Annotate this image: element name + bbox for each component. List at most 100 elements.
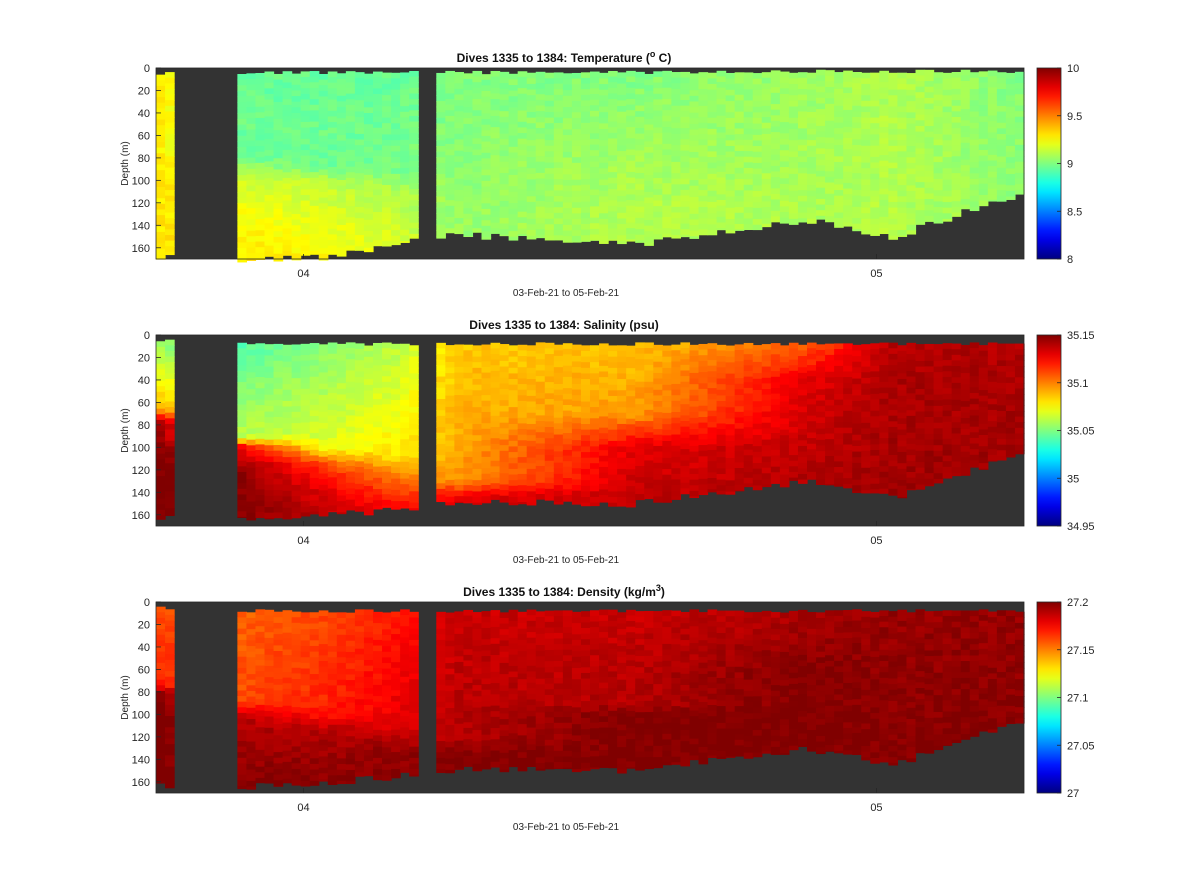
heatmap-cell bbox=[599, 129, 609, 136]
heatmap-cell bbox=[671, 490, 682, 497]
heatmap-cell bbox=[363, 396, 374, 403]
heatmap-cell bbox=[309, 343, 320, 350]
heatmap-cell bbox=[373, 410, 383, 417]
heatmap-cell bbox=[590, 105, 600, 112]
heatmap-cell bbox=[915, 148, 926, 155]
heatmap-cell bbox=[445, 412, 455, 419]
heatmap-cell bbox=[445, 485, 455, 492]
heatmap-cell bbox=[544, 387, 555, 394]
heatmap-cell bbox=[246, 241, 257, 249]
heatmap-cell bbox=[987, 98, 998, 105]
heatmap-cell bbox=[743, 438, 754, 445]
heatmap-cell bbox=[318, 394, 329, 402]
heatmap-cell bbox=[499, 77, 510, 84]
heatmap-cell bbox=[834, 393, 844, 401]
heatmap-cell bbox=[807, 117, 817, 124]
heatmap-cell bbox=[526, 179, 537, 186]
heatmap-cell bbox=[345, 99, 356, 106]
heatmap-cell bbox=[951, 88, 962, 96]
heatmap-cell bbox=[960, 154, 971, 161]
heatmap-cell bbox=[725, 418, 736, 425]
heatmap-cell bbox=[716, 160, 727, 167]
heatmap-cell bbox=[526, 418, 537, 425]
heatmap-cell bbox=[807, 173, 817, 181]
heatmap-cell bbox=[662, 480, 672, 487]
heatmap-cell bbox=[825, 461, 835, 468]
heatmap-cell bbox=[599, 218, 609, 226]
heatmap-cell bbox=[653, 389, 663, 396]
heatmap-cell bbox=[834, 349, 844, 356]
heatmap-cell bbox=[354, 212, 365, 219]
heatmap-cell bbox=[816, 176, 826, 183]
heatmap-cell bbox=[870, 218, 880, 225]
heatmap-cell bbox=[861, 162, 871, 169]
heatmap-cell bbox=[906, 477, 917, 484]
heatmap-cell bbox=[273, 90, 284, 98]
heatmap-cell bbox=[996, 105, 1007, 113]
heatmap-cell bbox=[463, 157, 474, 164]
heatmap-cell bbox=[915, 215, 926, 223]
heatmap-cell bbox=[861, 439, 871, 446]
heatmap-cell bbox=[626, 200, 636, 207]
heatmap-cell bbox=[165, 201, 175, 208]
heatmap-cell bbox=[662, 412, 672, 420]
heatmap-cell bbox=[165, 184, 175, 191]
heatmap-cell bbox=[707, 140, 718, 147]
heatmap-cell bbox=[553, 139, 564, 147]
heatmap-cell bbox=[436, 483, 446, 490]
heatmap-cell bbox=[454, 83, 465, 90]
heatmap-cell bbox=[436, 354, 446, 361]
heatmap-cell bbox=[373, 223, 383, 230]
heatmap-cell bbox=[445, 138, 455, 145]
heatmap-cell bbox=[924, 142, 935, 150]
heatmap-cell bbox=[725, 151, 736, 158]
heatmap-cell bbox=[861, 389, 871, 396]
heatmap-cell bbox=[608, 222, 618, 229]
heatmap-cell bbox=[499, 184, 510, 191]
heatmap-cell bbox=[327, 432, 338, 439]
heatmap-cell bbox=[906, 213, 917, 220]
heatmap-cell bbox=[165, 485, 175, 492]
heatmap-cell bbox=[327, 251, 338, 255]
heatmap-cell bbox=[327, 511, 338, 513]
heatmap-cell bbox=[553, 173, 564, 180]
heatmap-cell bbox=[599, 112, 609, 119]
heatmap-cell bbox=[960, 356, 971, 363]
heatmap-cell bbox=[797, 139, 808, 146]
heatmap-cell bbox=[436, 421, 446, 428]
heatmap-cell bbox=[680, 488, 691, 495]
heatmap-cell bbox=[544, 224, 555, 231]
heatmap-cell bbox=[309, 416, 320, 423]
heatmap-cell bbox=[617, 390, 627, 397]
heatmap-cell bbox=[544, 354, 555, 361]
heatmap-cell bbox=[725, 480, 736, 487]
heatmap-cell bbox=[354, 72, 365, 79]
heatmap-cell bbox=[517, 502, 528, 505]
heatmap-cell bbox=[879, 205, 889, 212]
heatmap-cell bbox=[861, 224, 871, 231]
heatmap-cell bbox=[282, 76, 293, 84]
heatmap-cell bbox=[626, 171, 636, 179]
heatmap-cell bbox=[626, 149, 636, 156]
heatmap-cell bbox=[852, 395, 862, 402]
heatmap-cell bbox=[562, 157, 573, 164]
heatmap-cell bbox=[544, 218, 555, 225]
heatmap-cell bbox=[165, 496, 175, 504]
heatmap-cell bbox=[788, 466, 799, 473]
heatmap-cell bbox=[318, 158, 329, 165]
heatmap-cell bbox=[978, 166, 989, 174]
heatmap-cell bbox=[951, 206, 962, 214]
heatmap-cell bbox=[400, 405, 410, 412]
heatmap-cell bbox=[490, 348, 501, 355]
heatmap-cell bbox=[345, 398, 356, 405]
heatmap-cell bbox=[689, 180, 700, 187]
heatmap-cell bbox=[617, 474, 627, 481]
heatmap-cell bbox=[273, 489, 284, 497]
heatmap-cell bbox=[617, 229, 627, 236]
heatmap-cell bbox=[400, 72, 410, 79]
heatmap-cell bbox=[273, 439, 284, 446]
heatmap-cell bbox=[987, 364, 998, 372]
heatmap-cell bbox=[309, 365, 320, 372]
heatmap-cell bbox=[933, 128, 944, 135]
heatmap-cell bbox=[571, 406, 582, 413]
